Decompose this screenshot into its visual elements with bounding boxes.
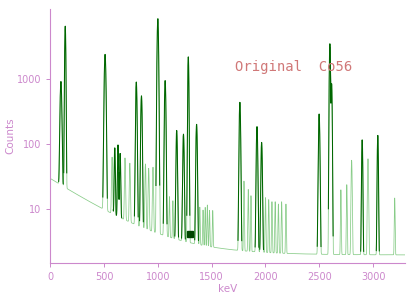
Text: Original  Co56: Original Co56 xyxy=(235,60,352,74)
Y-axis label: Counts: Counts xyxy=(5,118,15,154)
X-axis label: keV: keV xyxy=(218,283,237,294)
